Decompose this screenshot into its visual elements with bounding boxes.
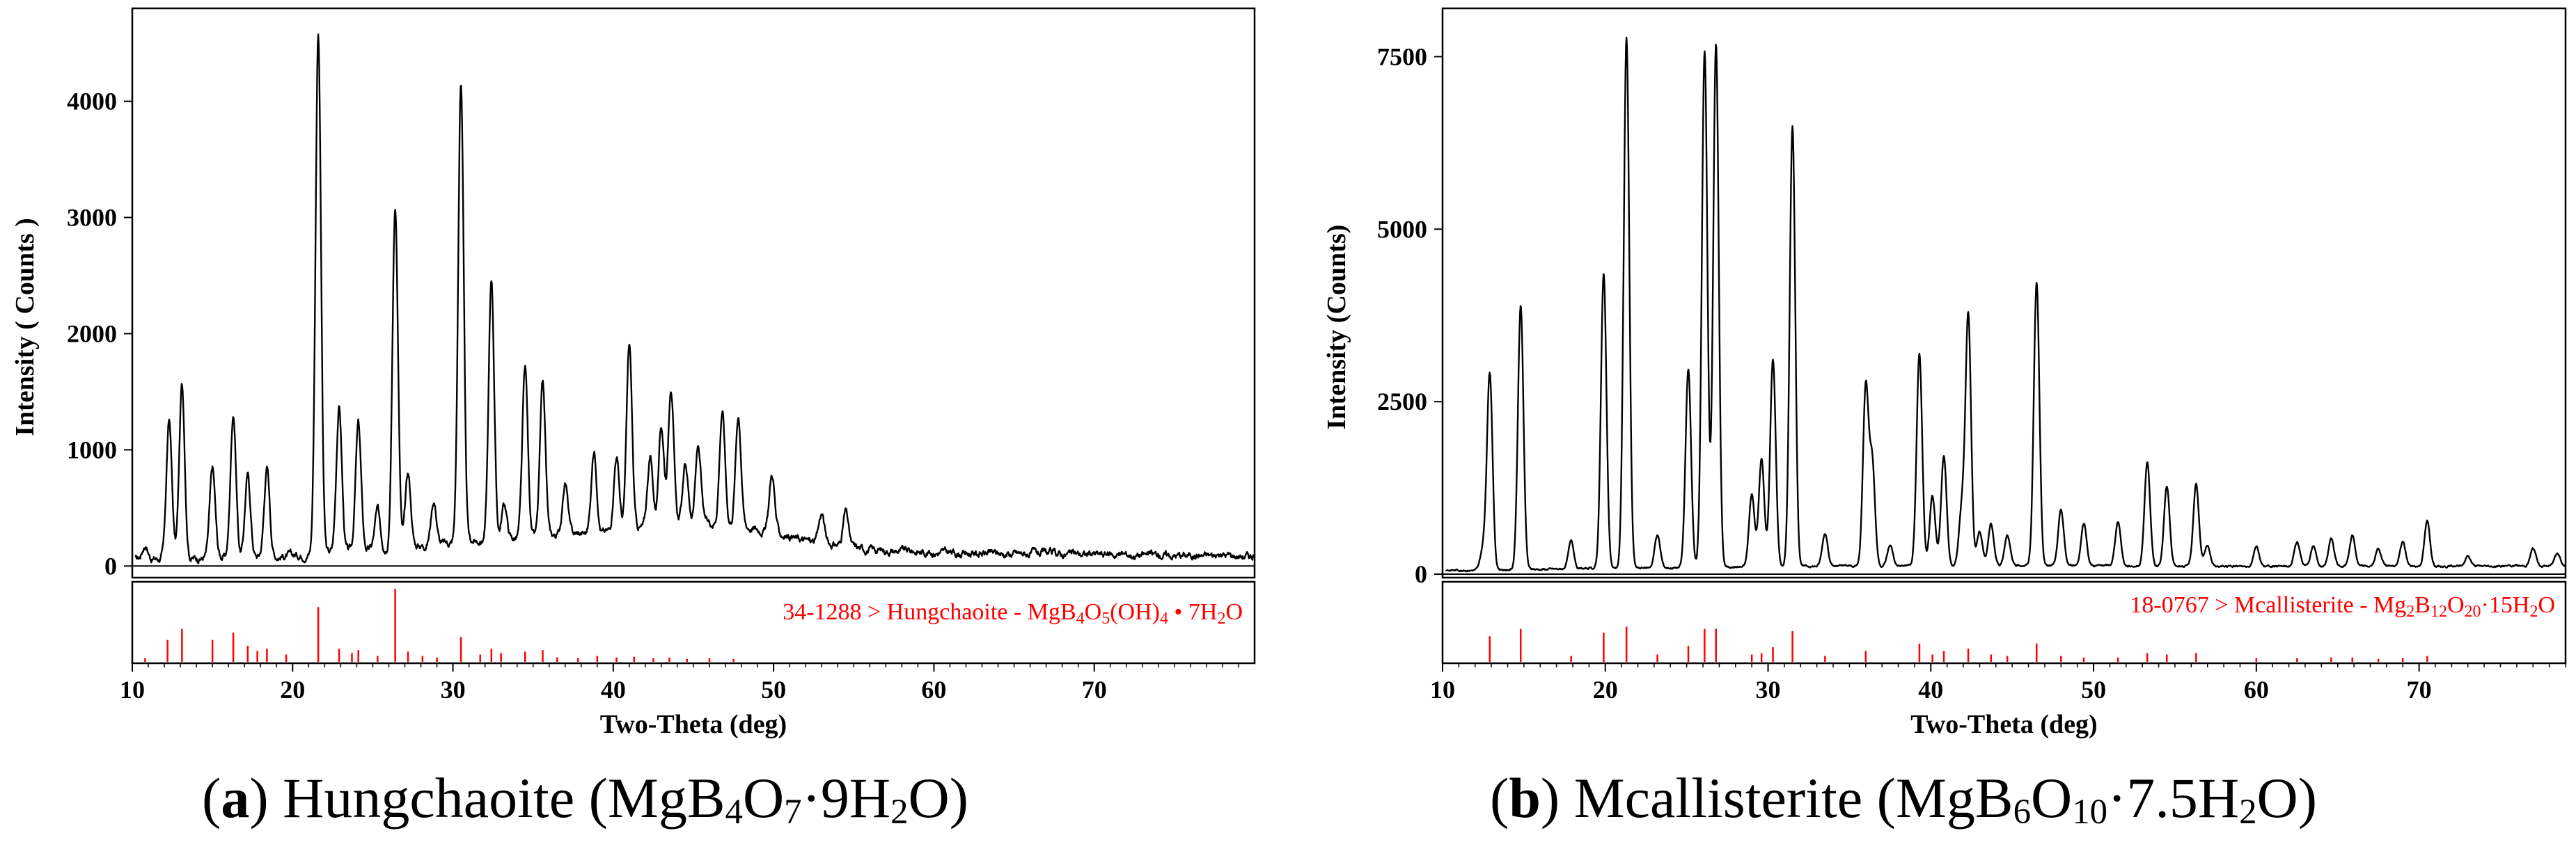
title-subscript: 5 [1101,610,1110,628]
x-tick-label: 60 [921,676,946,704]
y-axis-label: Intensity ( Counts ) [10,218,40,436]
x-tick-label: 30 [441,676,466,704]
title-subscript: 4 [1160,610,1168,628]
x-tick-label: 50 [761,676,786,704]
y-tick-label: 7500 [1377,42,1427,70]
caption-formula: MgB4O7·9H2O [607,766,950,832]
diffraction-pattern-line [134,33,1255,564]
y-tick-label: 2500 [1377,388,1427,415]
panel-b-chart: 0 2500 5000 7500 10 20 30 40 50 60 70 Two-Theta (de… [1322,7,2567,739]
title-part: (OH) [1110,599,1160,625]
caption-panel-a: (a) Hungchaoite (MgB4O7·9H2O) [202,766,969,832]
formula-part: O [2256,766,2298,830]
caption-panel-b: (b) Mcallisterite (MgB6O10·7.5H2O) [1490,766,2318,832]
title-part: O [1225,599,1243,625]
plot-frame [1441,7,2567,579]
x-tick-label: 60 [2244,676,2269,704]
formula-subscript: 2 [890,792,909,832]
x-tick-label: 10 [1430,676,1455,704]
y-tick-label: 2000 [67,319,117,347]
x-tick-label: 40 [1918,676,1943,704]
formula-subscript: 10 [2072,792,2108,832]
y-tick-label: 0 [104,552,117,580]
reference-card-title: 34-1288 > Hungchaoite - MgB4O5(OH)4 • 7H… [783,599,1243,628]
plot-frame [131,7,1256,579]
title-part: O [2538,592,2555,618]
title-part: B [2414,592,2430,618]
x-axis-label: Two-Theta (deg) [600,710,787,739]
caption-letter: a [221,766,250,830]
caption-letter: b [1509,766,1541,830]
title-part: O [2447,592,2465,618]
title-subscript: 20 [2465,603,2481,621]
title-part: • 7H [1168,599,1217,625]
caption-mineral-name: Mcallisterite [1573,766,1863,830]
formula-part: ·9H [801,766,891,830]
title-subscript: 2 [2406,603,2414,621]
reference-card-title: 18-0767 > Mcallisterite - Mg2B12O20·15H2… [2130,592,2555,621]
title-part: 34-1288 > Hungchaoite - MgB [783,599,1076,625]
title-subscript: 4 [1076,610,1085,628]
x-tick-label: 70 [1082,676,1107,704]
panel-a-chart: 0 1000 2000 3000 4000 10 20 30 40 50 60 70 Two-Theta… [10,7,1256,739]
formula-subscript: 2 [2239,792,2257,832]
x-tick-label: 20 [1593,676,1618,704]
formula-subscript: 6 [2013,792,2031,832]
formula-part: O [2030,766,2073,830]
x-tick-label: 40 [601,676,626,704]
x-tick-label: 20 [280,676,305,704]
caption-formula: MgB6O10·7.5H2O [1895,766,2298,832]
x-tick-label: 50 [2081,676,2106,704]
formula-subscript: 7 [784,792,802,832]
title-part: ·15H [2481,592,2530,618]
y-tick-label: 1000 [67,436,117,463]
title-subscript: 2 [1217,610,1225,628]
x-tick-label: 70 [2407,676,2432,704]
caption-mineral-name: Hungchaoite [283,766,575,830]
y-tick-label: 5000 [1377,215,1427,243]
formula-part: MgB [1895,766,2013,830]
reference-frame [1441,580,2567,665]
y-tick-label: 4000 [67,88,117,116]
x-tick-label: 30 [1756,676,1781,704]
formula-part: ·7.5H [2107,766,2240,830]
formula-part: MgB [607,766,725,830]
y-tick-label: 0 [1415,560,1427,588]
y-tick-label: 3000 [67,203,117,231]
title-part: 18-0767 > Mcallisterite - Mg [2130,592,2406,618]
title-subscript: 2 [2529,603,2538,621]
title-part: O [1085,599,1102,625]
formula-part: O [742,766,785,830]
formula-subscript: 4 [725,792,743,832]
title-subscript: 12 [2430,603,2447,621]
formula-part: O [908,766,950,830]
x-tick-label: 10 [120,676,145,704]
diffraction-pattern-line [1445,36,2566,573]
y-axis-label: Intensity (Counts) [1322,225,1351,430]
x-axis-label: Two-Theta (deg) [1910,710,2097,739]
